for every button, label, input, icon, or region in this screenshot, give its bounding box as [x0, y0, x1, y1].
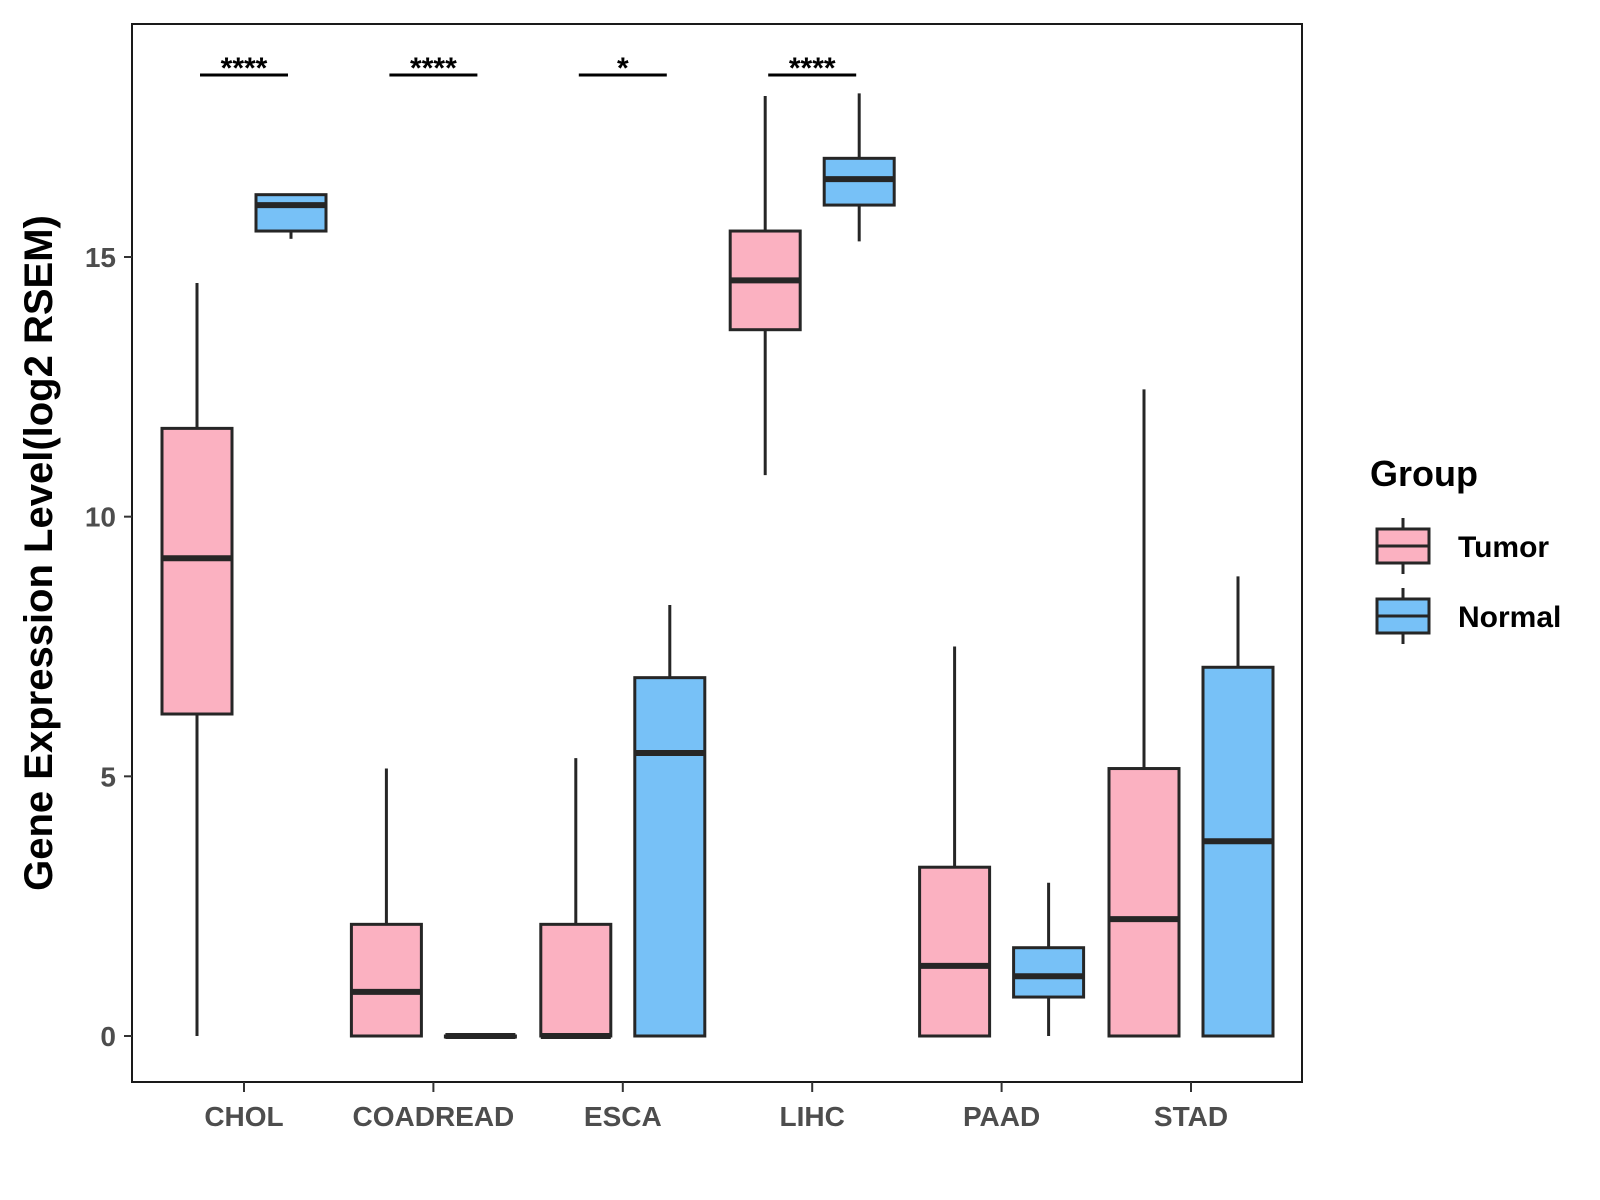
x-axis: CHOL COADREAD ESCA LIHC PAAD STAD — [204, 1082, 1228, 1132]
box-normal-esca — [633, 604, 707, 1038]
legend-label: Normal — [1458, 601, 1561, 634]
box — [254, 193, 328, 233]
significance-label: **** — [410, 52, 457, 85]
box — [918, 865, 992, 1038]
legend-label: Tumor — [1458, 531, 1549, 564]
x-tick-label: CHOL — [204, 1101, 283, 1132]
panel-border — [131, 23, 1303, 1083]
box — [1107, 767, 1181, 1038]
legend: Group Tumor Normal — [1370, 453, 1561, 644]
legend-title: Group — [1370, 453, 1478, 494]
box — [349, 922, 423, 1038]
box — [160, 426, 234, 716]
significance-lihc: **** — [768, 52, 857, 85]
significance-coadread: **** — [389, 52, 478, 85]
y-axis: 0 5 10 15 — [85, 242, 132, 1052]
y-tick-label: 5 — [100, 761, 116, 792]
box-normal-lihc — [822, 93, 896, 242]
significance-label: **** — [221, 52, 268, 85]
y-tick-label: 0 — [100, 1021, 116, 1052]
box — [1201, 665, 1275, 1038]
box-tumor-coadread — [349, 768, 423, 1038]
box-normal-coadread — [443, 1033, 517, 1039]
y-tick-label: 10 — [85, 502, 116, 533]
box-tumor-paad — [918, 646, 992, 1038]
box-normal-paad — [1012, 882, 1086, 1036]
box-tumor-lihc — [728, 96, 802, 476]
x-tick-label: LIHC — [780, 1101, 845, 1132]
y-axis-label: Gene Expression Level(log2 RSEM) — [17, 215, 61, 891]
x-tick-label: COADREAD — [353, 1101, 515, 1132]
x-tick-label: PAAD — [963, 1101, 1040, 1132]
significance-esca: * — [578, 52, 667, 85]
x-tick-label: ESCA — [584, 1101, 662, 1132]
legend-entry-normal: Normal — [1375, 588, 1561, 644]
box — [1012, 946, 1086, 999]
box-tumor-chol — [160, 282, 234, 1036]
significance-label: * — [617, 52, 629, 85]
box — [633, 676, 707, 1038]
significance-label: **** — [789, 52, 836, 85]
box-tumor-esca — [539, 758, 613, 1039]
significance-chol: **** — [200, 52, 288, 85]
x-tick-label: STAD — [1154, 1101, 1228, 1132]
box — [539, 922, 613, 1038]
box-normal-stad — [1201, 576, 1275, 1038]
y-tick-label: 15 — [85, 242, 116, 273]
legend-entry-tumor: Tumor — [1375, 518, 1549, 574]
box-tumor-stad — [1107, 389, 1181, 1038]
plot-area: **** **** * **** — [160, 52, 1275, 1039]
box-normal-chol — [254, 193, 328, 239]
